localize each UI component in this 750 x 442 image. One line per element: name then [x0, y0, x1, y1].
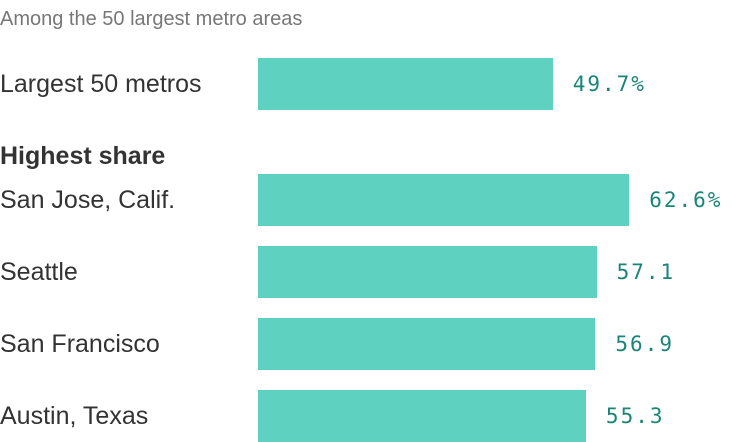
- bar: [258, 174, 630, 226]
- category-label: Largest 50 metros: [0, 70, 202, 98]
- chart-subtitle: Among the 50 largest metro areas: [0, 8, 303, 30]
- value-label: 55.3: [605, 404, 665, 428]
- value-label: 56.9: [615, 332, 674, 356]
- group-label-highest-share: Highest share: [0, 142, 166, 170]
- value-label: 57.1: [616, 260, 676, 284]
- bar: [258, 390, 586, 442]
- bar: [258, 318, 596, 370]
- category-label: San Jose, Calif.: [0, 186, 176, 214]
- category-label: Seattle: [0, 258, 78, 286]
- value-label: 62.6%: [649, 188, 723, 212]
- category-label: San Francisco: [0, 330, 160, 358]
- value-label: 49.7%: [572, 72, 646, 96]
- bar: [258, 58, 553, 110]
- bar: [258, 246, 597, 298]
- category-label: Austin, Texas: [0, 402, 149, 430]
